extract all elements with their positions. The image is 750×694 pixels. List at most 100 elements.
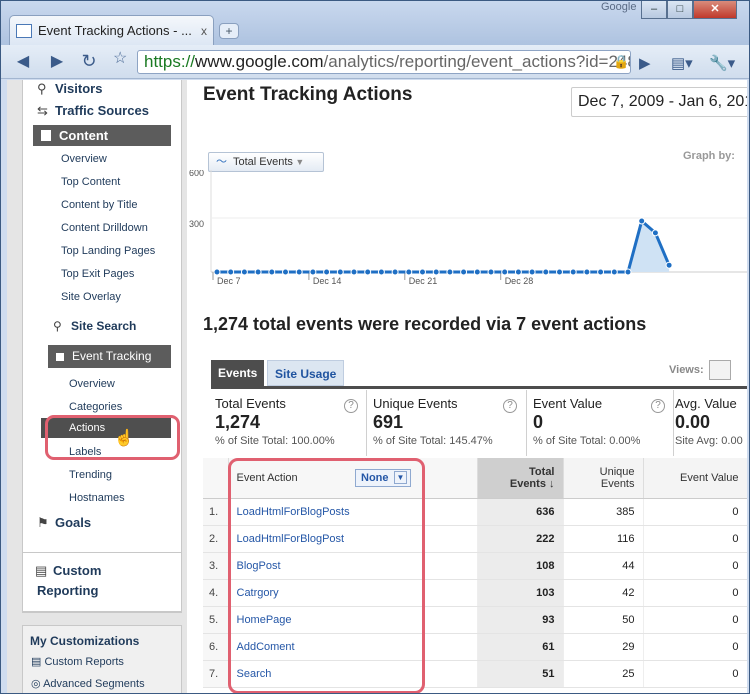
header-event-value[interactable]: Event Value: [643, 458, 747, 499]
event-action-link[interactable]: HomePage: [228, 606, 478, 634]
date-range-picker[interactable]: Dec 7, 2009 - Jan 6, 2010: [571, 87, 747, 117]
nav-event-tracking[interactable]: Event Tracking: [48, 345, 171, 368]
data-point[interactable]: [528, 268, 536, 276]
row-index: 5.: [203, 606, 229, 634]
data-point[interactable]: [405, 268, 413, 276]
event-categories[interactable]: Categories: [69, 401, 123, 413]
wrench-icon[interactable]: 🔧▾: [709, 55, 736, 72]
event-overview[interactable]: Overview: [69, 378, 115, 390]
total-events-cell: 93: [477, 606, 564, 634]
nav-visitors[interactable]: ⚲ Visitors: [37, 81, 103, 96]
event-action-link[interactable]: Search: [228, 660, 478, 688]
data-point[interactable]: [610, 268, 618, 276]
event-value-cell: 0: [643, 525, 747, 553]
maximize-icon[interactable]: □: [667, 1, 693, 19]
content-by-title[interactable]: Content by Title: [61, 199, 138, 211]
nav-content[interactable]: Content: [33, 125, 171, 146]
table-view-icon[interactable]: [709, 360, 731, 380]
content-drilldown[interactable]: Content Drilldown: [61, 222, 148, 234]
header-event-action[interactable]: Event Action: [228, 458, 478, 499]
data-point[interactable]: [514, 268, 522, 276]
event-action-link[interactable]: LoadHtmlForBlogPost: [228, 525, 478, 553]
data-point[interactable]: [364, 268, 372, 276]
address-bar[interactable]: https://www.google.com/analytics/reporti…: [137, 50, 631, 74]
data-point[interactable]: [651, 229, 659, 237]
nav-goals[interactable]: ⚑ Goals: [37, 515, 92, 530]
data-point[interactable]: [460, 268, 468, 276]
new-tab-button[interactable]: +: [219, 23, 239, 39]
data-point[interactable]: [323, 268, 331, 276]
event-actions-selected[interactable]: Actions: [41, 418, 171, 438]
close-window-icon[interactable]: ✕: [693, 1, 737, 19]
bookmark-star-icon[interactable]: ☆: [113, 50, 128, 67]
minimize-icon[interactable]: –: [641, 1, 667, 19]
help-icon[interactable]: ?: [344, 399, 358, 413]
data-point[interactable]: [638, 217, 646, 225]
unique-events-cell: 385: [563, 498, 644, 526]
nav-traffic-sources[interactable]: ⇆ Traffic Sources: [37, 103, 149, 118]
event-hostnames[interactable]: Hostnames: [69, 492, 125, 504]
nav-site-search[interactable]: ⚲ Site Search: [53, 319, 137, 333]
content-overview[interactable]: Overview: [61, 153, 107, 165]
forward-icon[interactable]: ▶: [50, 53, 64, 70]
data-point[interactable]: [542, 268, 550, 276]
data-point[interactable]: [391, 268, 399, 276]
data-point[interactable]: [240, 268, 248, 276]
data-point[interactable]: [254, 268, 262, 276]
data-point[interactable]: [309, 268, 317, 276]
event-trending[interactable]: Trending: [69, 469, 113, 481]
header-total-events[interactable]: Total Events ↓: [477, 458, 564, 499]
help-icon[interactable]: ?: [503, 399, 517, 413]
data-point[interactable]: [336, 268, 344, 276]
content-top-content[interactable]: Top Content: [61, 176, 121, 188]
unique-events-cell: 29: [563, 633, 644, 661]
event-action-link[interactable]: BlogPost: [228, 552, 478, 580]
secondary-dimension-select[interactable]: None ▼: [355, 469, 411, 487]
data-point[interactable]: [597, 268, 605, 276]
chart-metric-selector[interactable]: 〜 Total Events ▼: [208, 152, 324, 172]
browser-tab[interactable]: Event Tracking Actions - ... x: [9, 15, 214, 45]
data-point[interactable]: [432, 268, 440, 276]
data-point[interactable]: [377, 268, 385, 276]
data-point[interactable]: [213, 268, 221, 276]
header-unique-events[interactable]: Unique Events: [563, 458, 644, 499]
data-point[interactable]: [227, 268, 235, 276]
actions-highlight: [45, 415, 180, 460]
tab-close-icon[interactable]: x: [201, 23, 207, 38]
lock-icon[interactable]: 🔒: [613, 54, 630, 69]
data-point[interactable]: [624, 268, 632, 276]
views-label: Views:: [669, 364, 704, 376]
content-site-overlay[interactable]: Site Overlay: [61, 291, 121, 303]
data-point[interactable]: [282, 268, 289, 276]
data-point[interactable]: [501, 268, 509, 276]
data-point[interactable]: [556, 268, 563, 276]
event-action-link[interactable]: AddComent: [228, 633, 478, 661]
table-row: 7. Search 51 25 0: [203, 660, 747, 688]
data-point[interactable]: [665, 261, 673, 269]
data-point[interactable]: [569, 268, 577, 276]
data-point[interactable]: [350, 268, 358, 276]
data-point[interactable]: [583, 268, 591, 276]
data-point[interactable]: [295, 268, 303, 276]
event-action-link[interactable]: Catrgory: [228, 579, 478, 607]
content-top-exit-pages[interactable]: Top Exit Pages: [61, 268, 135, 280]
help-icon[interactable]: ?: [651, 399, 665, 413]
content-top-landing-pages[interactable]: Top Landing Pages: [61, 245, 156, 257]
tab-events[interactable]: Events: [211, 360, 265, 386]
event-labels[interactable]: Labels: [69, 446, 102, 458]
data-point[interactable]: [268, 268, 276, 276]
data-point[interactable]: [419, 268, 426, 276]
back-icon[interactable]: ◀: [16, 53, 30, 70]
data-point[interactable]: [446, 268, 454, 276]
data-point[interactable]: [473, 268, 481, 276]
page-menu-icon[interactable]: ▤▾: [671, 55, 693, 72]
play-icon[interactable]: ▶: [639, 55, 651, 72]
custom-reports-link[interactable]: ▤ Custom Reports: [31, 656, 124, 668]
data-point[interactable]: [487, 268, 495, 276]
custom-reporting-box[interactable]: ▤ Custom Reporting: [22, 552, 182, 612]
tab-underline: [211, 386, 747, 389]
tab-site-usage[interactable]: Site Usage: [267, 360, 345, 386]
advanced-segments-link[interactable]: ◎ Advanced Segments: [31, 678, 145, 690]
reload-icon[interactable]: ↻: [81, 51, 97, 71]
event-action-link[interactable]: LoadHtmlForBlogPosts: [228, 498, 478, 526]
